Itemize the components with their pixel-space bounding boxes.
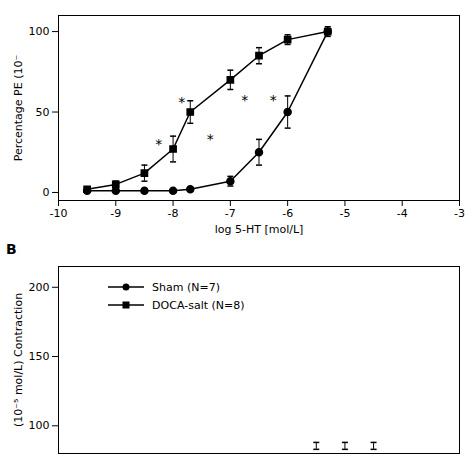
svg-text:100: 100 bbox=[29, 419, 50, 432]
svg-text:-4: -4 bbox=[397, 207, 408, 220]
svg-text:0: 0 bbox=[43, 186, 50, 199]
svg-text:150: 150 bbox=[29, 350, 50, 363]
html-text:B: B bbox=[6, 241, 17, 257]
svg-text:-8: -8 bbox=[168, 207, 179, 220]
svg-text:-5: -5 bbox=[339, 207, 350, 220]
svg-text:-3: -3 bbox=[454, 207, 465, 220]
svg-text:200: 200 bbox=[29, 281, 50, 294]
svg-text:*: * bbox=[270, 92, 277, 108]
svg-text:Percentage PE (10⁻: Percentage PE (10⁻ bbox=[12, 55, 25, 162]
svg-text:100: 100 bbox=[29, 25, 50, 38]
svg-text:-10: -10 bbox=[50, 207, 68, 220]
html-text:DOCA-salt (N=8): DOCA-salt (N=8) bbox=[152, 298, 245, 312]
svg-text:*: * bbox=[241, 92, 248, 108]
svg-text:*: * bbox=[155, 136, 162, 152]
html-text:Sham (N=7): Sham (N=7) bbox=[152, 280, 220, 294]
svg-text:-7: -7 bbox=[225, 207, 236, 220]
svg-text:*: * bbox=[178, 94, 185, 110]
svg-text:-9: -9 bbox=[110, 207, 121, 220]
svg-text:50: 50 bbox=[36, 106, 50, 119]
svg-text:log 5-HT [mol/L]: log 5-HT [mol/L] bbox=[215, 223, 304, 236]
svg-text:*: * bbox=[207, 131, 214, 147]
svg-text:(10⁻⁵ mol/L) Contraction: (10⁻⁵ mol/L) Contraction bbox=[12, 293, 25, 427]
svg-text:-6: -6 bbox=[282, 207, 293, 220]
